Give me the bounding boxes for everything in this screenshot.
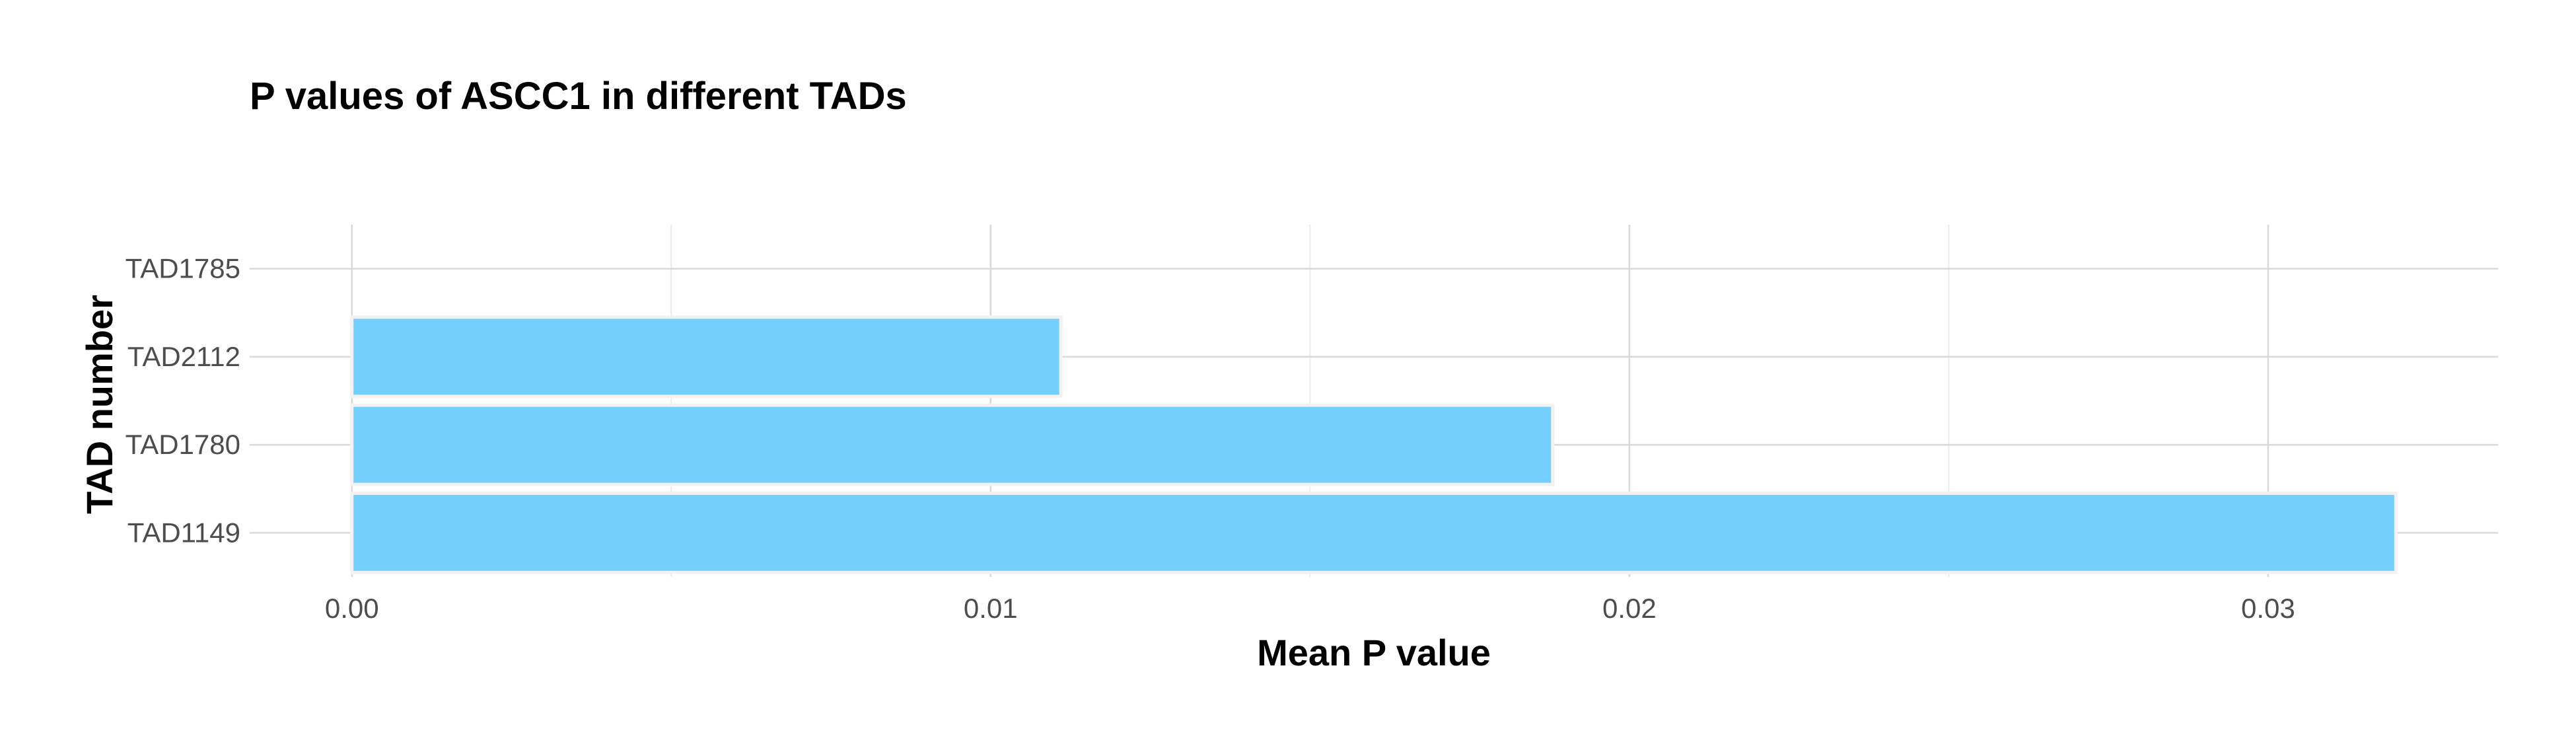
y-tick-label: TAD1149 xyxy=(127,517,240,548)
y-tick-label: TAD1785 xyxy=(125,253,240,284)
y-tick-label: TAD2112 xyxy=(127,341,240,372)
x-tick-label: 0.03 xyxy=(2241,593,2295,624)
bars xyxy=(350,315,2398,574)
bar-tad1149 xyxy=(350,491,2398,574)
y-tick-label: TAD1780 xyxy=(125,429,240,460)
x-axis-title: Mean P value xyxy=(1257,632,1491,673)
x-tick-label: 0.01 xyxy=(964,593,1018,624)
y-axis-title: TAD number xyxy=(79,295,120,514)
bar-tad2112 xyxy=(350,315,1063,398)
y-tick-labels: TAD1149 TAD1780 TAD2112 TAD1785 xyxy=(125,253,240,548)
chart-title: P values of ASCC1 in different TADs xyxy=(250,75,907,118)
x-tick-labels: 0.00 0.01 0.02 0.03 xyxy=(325,593,2295,624)
x-tick-label: 0.02 xyxy=(1602,593,1657,624)
x-tick-label: 0.00 xyxy=(325,593,379,624)
bar-tad1780 xyxy=(350,403,1555,486)
